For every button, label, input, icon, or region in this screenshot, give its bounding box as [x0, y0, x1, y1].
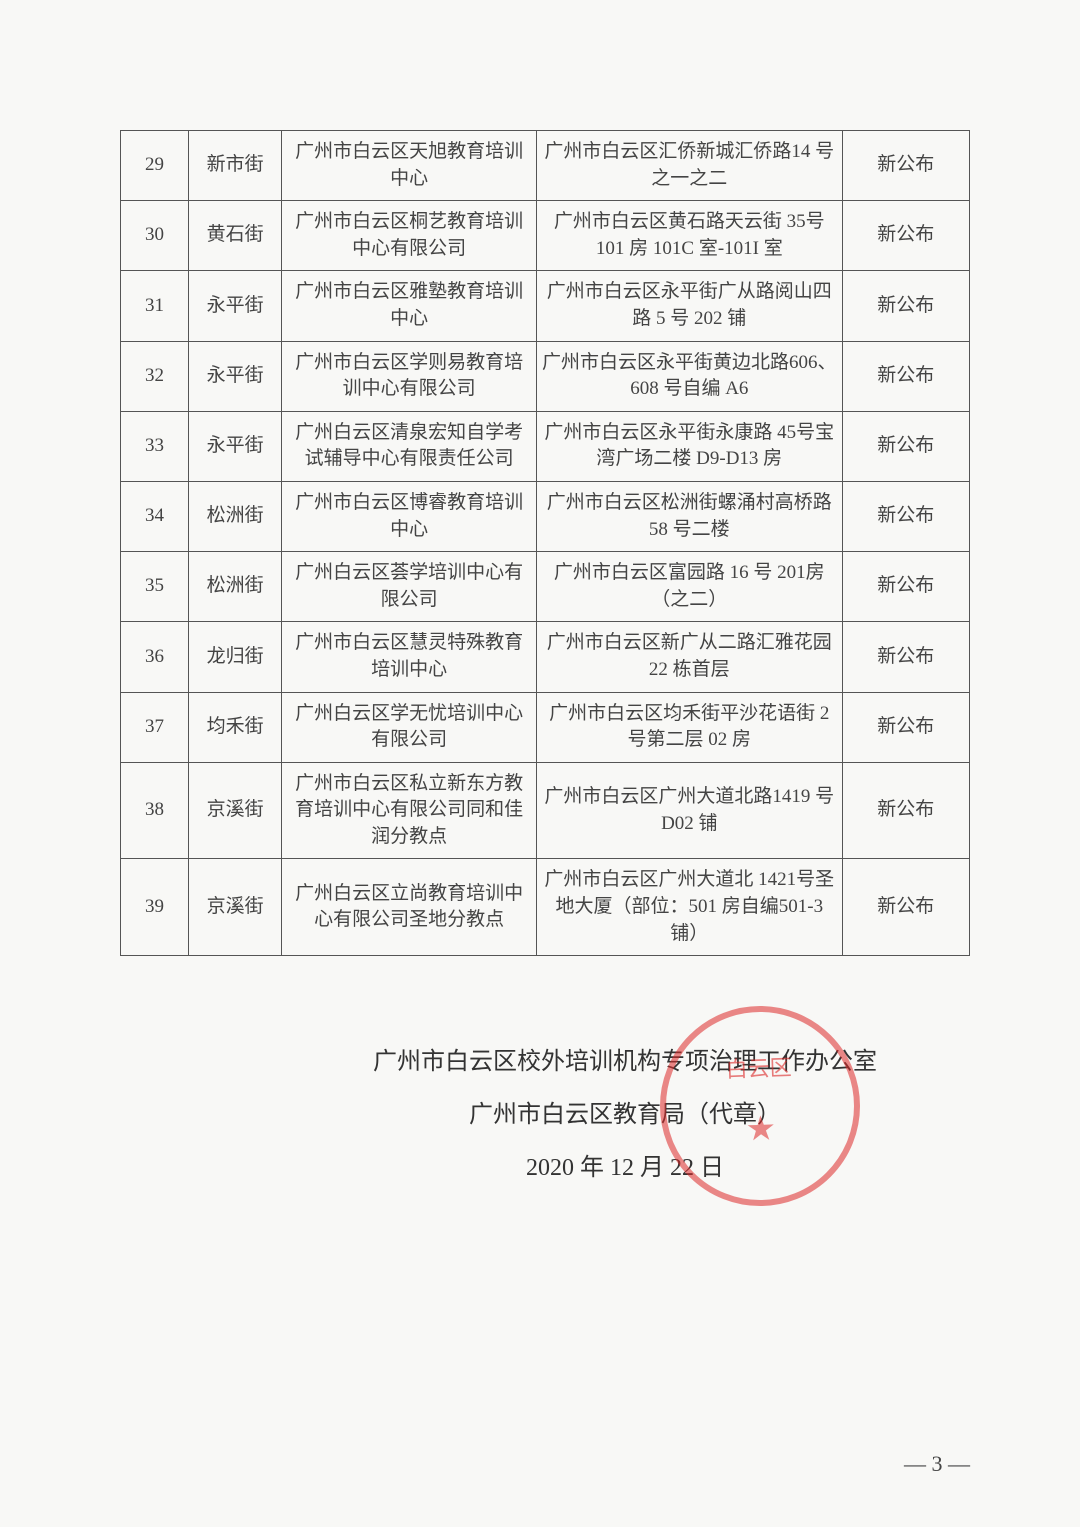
row-number: 34: [121, 481, 189, 551]
document-page: 29新市街广州市白云区天旭教育培训中心广州市白云区汇侨新城汇侨路14 号之一之二…: [0, 0, 1080, 1255]
table-row: 33永平街广州白云区清泉宏知自学考试辅导中心有限责任公司广州市白云区永平街永康路…: [121, 411, 970, 481]
institution-name: 广州市白云区雅塾教育培训中心: [282, 271, 537, 341]
institution-name: 广州市白云区天旭教育培训中心: [282, 131, 537, 201]
street-name: 新市街: [188, 131, 281, 201]
street-name: 京溪街: [188, 762, 281, 859]
street-name: 均禾街: [188, 692, 281, 762]
status-label: 新公布: [842, 271, 969, 341]
row-number: 36: [121, 622, 189, 692]
row-number: 30: [121, 201, 189, 271]
street-name: 永平街: [188, 271, 281, 341]
institution-name: 广州市白云区桐艺教育培训中心有限公司: [282, 201, 537, 271]
table-row: 30黄石街广州市白云区桐艺教育培训中心有限公司广州市白云区黄石路天云街 35号 …: [121, 201, 970, 271]
status-label: 新公布: [842, 131, 969, 201]
issue-date: 2020 年 12 月 22 日: [280, 1142, 970, 1195]
footer-block: 白云区 ★ 广州市白云区校外培训机构专项治理工作办公室 广州市白云区教育局（代章…: [120, 1036, 970, 1194]
table-row: 37均禾街广州白云区学无忧培训中心有限公司广州市白云区均禾街平沙花语街 2 号第…: [121, 692, 970, 762]
institution-name: 广州白云区学无忧培训中心有限公司: [282, 692, 537, 762]
street-name: 京溪街: [188, 859, 281, 956]
row-number: 37: [121, 692, 189, 762]
table-row: 38京溪街广州市白云区私立新东方教育培训中心有限公司同和佳润分教点广州市白云区广…: [121, 762, 970, 859]
institution-address: 广州市白云区永平街永康路 45号宝湾广场二楼 D9-D13 房: [536, 411, 842, 481]
status-label: 新公布: [842, 859, 969, 956]
issuer-line-1: 广州市白云区校外培训机构专项治理工作办公室: [280, 1036, 970, 1089]
status-label: 新公布: [842, 692, 969, 762]
row-number: 29: [121, 131, 189, 201]
status-label: 新公布: [842, 481, 969, 551]
table-row: 34松洲街广州市白云区博睿教育培训中心广州市白云区松洲街螺涌村高桥路 58 号二…: [121, 481, 970, 551]
status-label: 新公布: [842, 622, 969, 692]
issuer-line-2: 广州市白云区教育局（代章）: [280, 1089, 970, 1142]
institution-table: 29新市街广州市白云区天旭教育培训中心广州市白云区汇侨新城汇侨路14 号之一之二…: [120, 130, 970, 956]
street-name: 龙归街: [188, 622, 281, 692]
street-name: 松洲街: [188, 552, 281, 622]
street-name: 永平街: [188, 341, 281, 411]
institution-address: 广州市白云区松洲街螺涌村高桥路 58 号二楼: [536, 481, 842, 551]
institution-name: 广州市白云区慧灵特殊教育培训中心: [282, 622, 537, 692]
row-number: 32: [121, 341, 189, 411]
table-row: 32永平街广州市白云区学则易教育培训中心有限公司广州市白云区永平街黄边北路606…: [121, 341, 970, 411]
street-name: 永平街: [188, 411, 281, 481]
status-label: 新公布: [842, 411, 969, 481]
status-label: 新公布: [842, 762, 969, 859]
institution-address: 广州市白云区永平街黄边北路606、608 号自编 A6: [536, 341, 842, 411]
table-row: 39京溪街广州白云区立尚教育培训中心有限公司圣地分教点广州市白云区广州大道北 1…: [121, 859, 970, 956]
status-label: 新公布: [842, 201, 969, 271]
institution-name: 广州市白云区博睿教育培训中心: [282, 481, 537, 551]
status-label: 新公布: [842, 341, 969, 411]
row-number: 31: [121, 271, 189, 341]
row-number: 38: [121, 762, 189, 859]
table-row: 36龙归街广州市白云区慧灵特殊教育培训中心广州市白云区新广从二路汇雅花园 22 …: [121, 622, 970, 692]
institution-address: 广州市白云区汇侨新城汇侨路14 号之一之二: [536, 131, 842, 201]
table-row: 35松洲街广州白云区荟学培训中心有限公司广州市白云区富园路 16 号 201房（…: [121, 552, 970, 622]
status-label: 新公布: [842, 552, 969, 622]
institution-address: 广州市白云区黄石路天云街 35号 101 房 101C 室-101I 室: [536, 201, 842, 271]
institution-address: 广州市白云区广州大道北 1421号圣地大厦（部位：501 房自编501-3 铺）: [536, 859, 842, 956]
table-row: 31永平街广州市白云区雅塾教育培训中心广州市白云区永平街广从路阅山四路 5 号 …: [121, 271, 970, 341]
row-number: 39: [121, 859, 189, 956]
institution-address: 广州市白云区均禾街平沙花语街 2 号第二层 02 房: [536, 692, 842, 762]
street-name: 松洲街: [188, 481, 281, 551]
institution-address: 广州市白云区富园路 16 号 201房（之二）: [536, 552, 842, 622]
institution-name: 广州市白云区私立新东方教育培训中心有限公司同和佳润分教点: [282, 762, 537, 859]
table-row: 29新市街广州市白云区天旭教育培训中心广州市白云区汇侨新城汇侨路14 号之一之二…: [121, 131, 970, 201]
institution-address: 广州市白云区新广从二路汇雅花园 22 栋首层: [536, 622, 842, 692]
institution-name: 广州白云区清泉宏知自学考试辅导中心有限责任公司: [282, 411, 537, 481]
institution-name: 广州市白云区学则易教育培训中心有限公司: [282, 341, 537, 411]
institution-name: 广州白云区荟学培训中心有限公司: [282, 552, 537, 622]
institution-address: 广州市白云区永平街广从路阅山四路 5 号 202 铺: [536, 271, 842, 341]
institution-name: 广州白云区立尚教育培训中心有限公司圣地分教点: [282, 859, 537, 956]
row-number: 35: [121, 552, 189, 622]
institution-address: 广州市白云区广州大道北路1419 号 D02 铺: [536, 762, 842, 859]
page-number: — 3 —: [904, 1451, 970, 1477]
street-name: 黄石街: [188, 201, 281, 271]
row-number: 33: [121, 411, 189, 481]
